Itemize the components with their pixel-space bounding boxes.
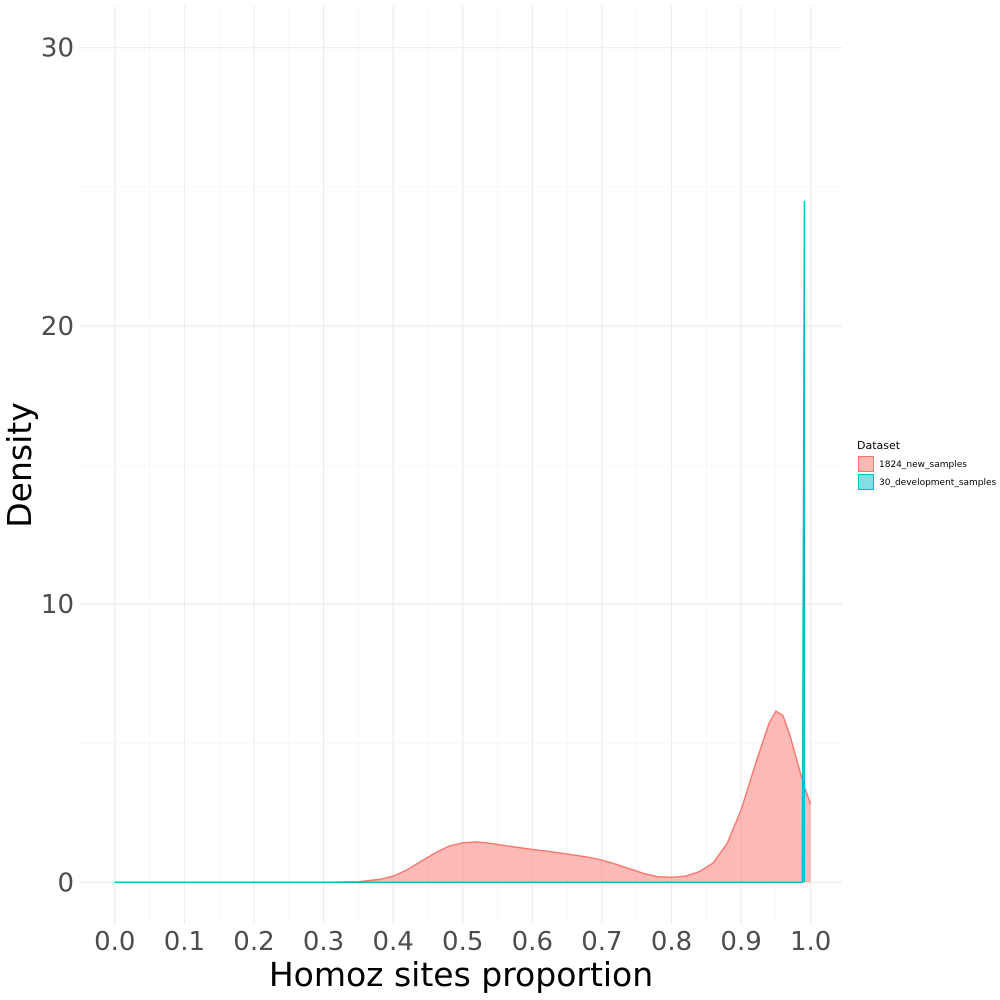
legend-key-swatch (858, 456, 874, 472)
x-tick-label: 0.5 (442, 927, 483, 957)
x-tick-label: 0.1 (164, 927, 205, 957)
x-tick-label: 0.6 (512, 927, 553, 957)
series-line-1824_new_samples (114, 710, 812, 883)
x-tick-label: 0.0 (94, 927, 135, 957)
x-tick-label: 0.3 (303, 927, 344, 957)
legend: Dataset 1824_new_samples 30_development_s… (857, 439, 997, 490)
series-areas (114, 200, 812, 883)
legend-label: 30_development_samples (879, 478, 997, 488)
x-tick-label: 0.9 (720, 927, 761, 957)
series-line-30_development_samples (114, 200, 806, 883)
x-tick-label: 0.4 (372, 927, 413, 957)
x-tick-label: 0.7 (581, 927, 622, 957)
y-tick-label: 20 (41, 312, 74, 342)
x-tick-label: 0.2 (233, 927, 274, 957)
series-area-30_development_samples (114, 200, 805, 883)
y-tick-label: 30 (41, 34, 74, 64)
x-axis-title: Homoz sites proportion (269, 955, 653, 994)
x-tick-labels: 0.0 0.1 0.2 0.3 0.4 0.5 0.6 0.7 0.8 0.9 1.0 (94, 927, 831, 957)
x-tick-label: 0.8 (651, 927, 692, 957)
series-area-1824_new_samples (114, 711, 811, 883)
legend-key-swatch (858, 474, 874, 490)
y-tick-labels: 0 10 20 30 (41, 34, 74, 899)
y-axis-title: Density (0, 402, 39, 527)
y-tick-label: 0 (57, 868, 74, 898)
y-tick-label: 10 (41, 590, 74, 620)
legend-title: Dataset (857, 439, 901, 452)
legend-label: 1824_new_samples (879, 460, 967, 470)
x-tick-label: 1.0 (790, 927, 831, 957)
grid-lines (79, 6, 842, 924)
